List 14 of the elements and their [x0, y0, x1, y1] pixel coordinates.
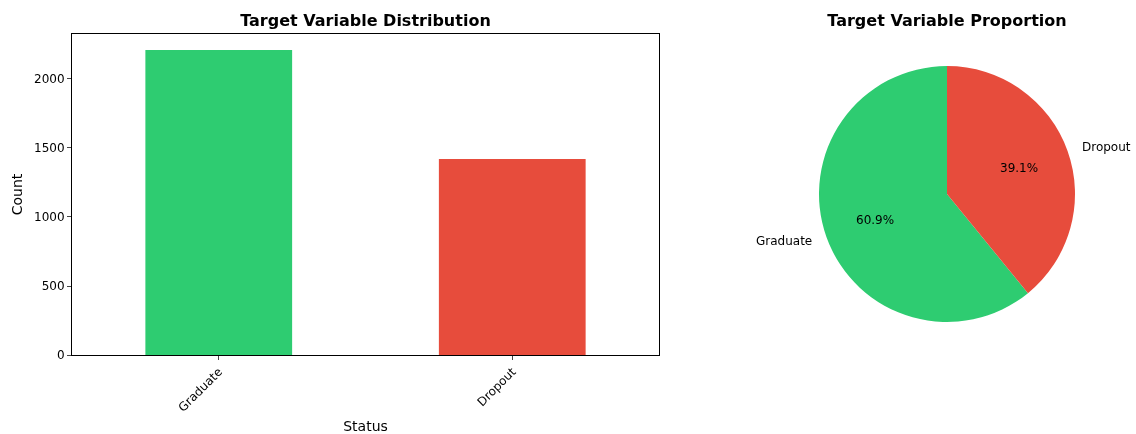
y-tick-label: 2000 — [34, 72, 65, 87]
y-tick-label: 1000 — [34, 210, 65, 225]
y-tick-label: 0 — [56, 348, 65, 363]
slice-label: Dropout — [1082, 140, 1131, 154]
x-axis-title: Status — [343, 418, 388, 434]
y-tick-label: 500 — [41, 279, 65, 294]
chart-title: Target Variable Proportion — [827, 10, 1067, 30]
data-label: 39.1% — [1000, 161, 1039, 175]
y-tick-label: 1500 — [34, 141, 65, 156]
slice-label: Graduate — [756, 234, 813, 248]
chart-title: Target Variable Distribution — [240, 10, 491, 30]
pie-slice — [947, 66, 1075, 294]
y-axis-title: Count — [8, 173, 25, 216]
data-label: 60.9% — [856, 213, 895, 227]
